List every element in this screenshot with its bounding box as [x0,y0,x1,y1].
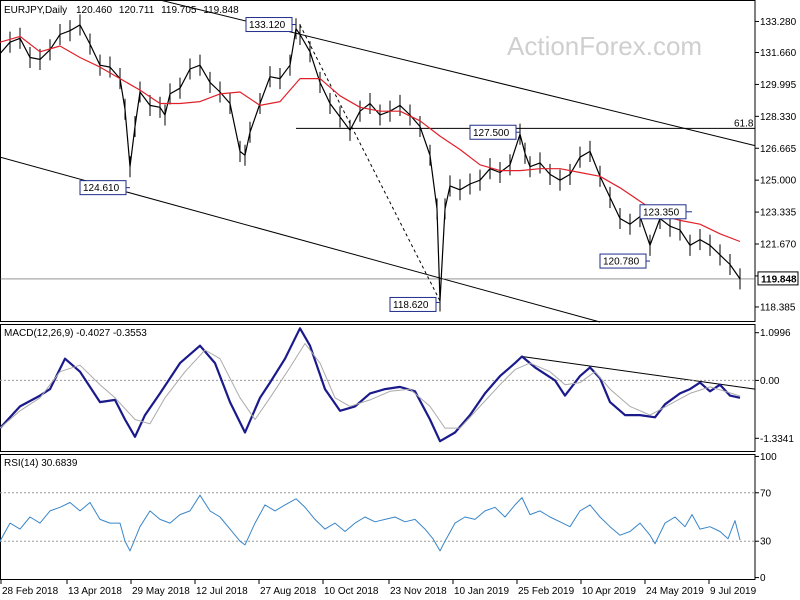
x-tick-label: 25 Feb 2019 [518,586,575,597]
fib-label: 61.8 [734,118,754,129]
panel-frame [0,324,756,452]
macd-panel: 1.0996 0.00 -1.3341 [0,324,794,452]
y-tick-label: 1.0996 [760,328,791,339]
rsi-header: RSI(14) 30.6839 [4,458,78,469]
price-label-box [389,296,437,312]
price-panel: 133.280 131.660 129.995 128.330 126.665 125.0… [0,0,799,323]
panel-frame [0,454,756,580]
x-tick-label: 23 Nov 2018 [390,586,447,597]
x-tick-label: 24 May 2019 [646,586,704,597]
x-tick-label: 10 Apr 2019 [582,586,636,597]
symbol-label: EURJPY,Daily [4,5,67,16]
last-price-box [757,271,799,286]
macd-header: MACD(12,26,9) -0.4027 -0.3553 [4,328,147,339]
x-tick-label: 12 Jul 2018 [196,586,248,597]
y-tick-label: 118.385 [760,302,796,313]
price-label: 133.120 [249,20,286,31]
x-tick-label: 10 Oct 2018 [324,586,379,597]
moving-average-series [0,35,741,243]
y-tick-label: 129.995 [760,80,797,91]
high-value: 120.711 [119,5,155,16]
rsi-series [0,494,741,552]
y-tick-label: 0 [760,573,766,584]
x-tick-label: 27 Aug 2018 [260,586,317,597]
price-label: 118.620 [393,300,429,311]
y-tick-label: -1.3341 [760,434,794,445]
price-label: 120.780 [603,257,640,268]
y-tick-label: 30 [760,537,772,548]
rsi-panel: 100 70 30 0 [0,452,777,584]
watermark-text: ActionForex.com [507,31,702,61]
y-tick-label: 123.335 [760,208,797,219]
last-price-label: 119.848 [761,274,797,285]
y-tick-label: 70 [760,488,772,499]
y-tick-label: 131.660 [760,48,797,59]
price-label: 123.350 [643,207,680,218]
y-tick-label: 100 [760,452,777,463]
x-axis: 28 Feb 2018 13 Apr 2018 29 May 2018 12 Jul … [0,580,757,597]
panel-frame [0,0,756,322]
y-tick-label: 133.280 [760,17,797,28]
line-trend [521,356,756,390]
x-tick-label: 28 Feb 2018 [2,586,59,597]
x-tick-label: 13 Apr 2018 [68,586,122,597]
y-tick-label: 125.000 [760,176,797,187]
price-header: EURJPY,Daily 120.460 120.711 119.705 119… [4,5,239,16]
x-tick-label: 29 May 2018 [132,586,190,597]
price-label: 127.500 [473,128,510,139]
low-value: 119.705 [161,5,197,16]
y-tick-label: 126.665 [760,144,797,155]
y-tick-label: 121.670 [760,239,797,250]
signal-series [0,343,741,429]
close-value: 119.848 [203,5,239,16]
y-tick-label: 0.00 [760,376,780,387]
open-value: 120.460 [76,5,113,16]
x-tick-label: 9 Jul 2019 [710,586,757,597]
x-tick-label: 10 Jan 2019 [454,586,509,597]
y-tick-label: 128.330 [760,112,797,123]
price-label: 124.610 [83,183,120,194]
